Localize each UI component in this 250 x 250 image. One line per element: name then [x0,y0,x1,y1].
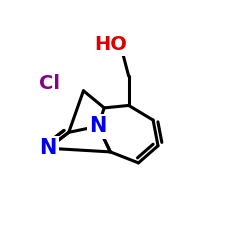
Text: HO: HO [94,35,127,54]
Text: N: N [90,116,107,136]
Text: N: N [39,138,57,158]
Text: Cl: Cl [39,74,60,93]
